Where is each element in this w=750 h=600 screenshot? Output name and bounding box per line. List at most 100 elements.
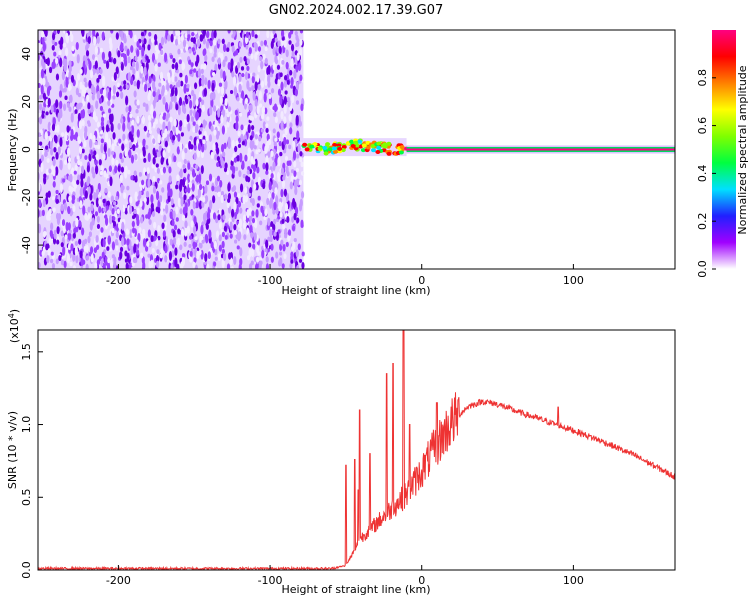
noise-mark <box>112 132 116 140</box>
noise-mark <box>249 198 254 203</box>
noise-mark <box>74 131 79 140</box>
noise-mark <box>178 171 182 176</box>
noise-mark <box>160 157 164 165</box>
noise-mark <box>67 83 72 92</box>
noise-mark <box>295 64 299 73</box>
noise-mark <box>255 256 260 263</box>
noise-mark <box>102 263 106 269</box>
noise-mark <box>136 99 140 106</box>
noise-mark <box>42 42 46 52</box>
noise-mark <box>235 115 239 123</box>
noise-mark <box>279 211 283 218</box>
transition-mark <box>332 149 338 154</box>
noise-mark <box>152 110 157 119</box>
noise-mark <box>146 241 150 247</box>
noise-mark <box>300 103 304 112</box>
noise-mark <box>289 181 293 190</box>
noise-mark <box>99 47 104 53</box>
noise-mark <box>195 99 199 107</box>
noise-mark <box>134 55 138 62</box>
noise-mark <box>253 183 257 191</box>
noise-mark <box>142 228 146 236</box>
noise-mark <box>189 257 193 263</box>
noise-mark <box>299 198 303 208</box>
noise-mark <box>117 50 121 58</box>
noise-mark <box>164 52 168 63</box>
noise-mark <box>194 236 198 241</box>
noise-mark <box>280 167 285 175</box>
noise-mark <box>126 48 130 57</box>
noise-mark <box>158 145 162 152</box>
noise-mark <box>280 30 285 38</box>
noise-mark <box>296 130 300 141</box>
noise-mark <box>217 57 221 65</box>
noise-mark <box>285 241 289 248</box>
colorbar-ticks: 0.0 0.2 0.4 0.6 0.8 <box>696 69 716 278</box>
noise-mark <box>217 51 222 60</box>
noise-mark <box>279 151 283 157</box>
noise-mark <box>223 43 227 53</box>
noise-mark <box>143 38 147 45</box>
noise-mark <box>181 253 186 258</box>
noise-mark <box>129 228 133 239</box>
noise-mark <box>39 141 43 146</box>
noise-mark <box>246 208 250 219</box>
noise-mark <box>92 110 96 121</box>
noise-mark <box>202 30 206 37</box>
noise-mark <box>257 176 261 187</box>
noise-mark <box>256 30 260 36</box>
noise-mark <box>119 152 123 160</box>
noise-mark <box>104 187 108 194</box>
transition-mark <box>376 141 382 146</box>
noise-mark <box>189 250 193 257</box>
noise-mark <box>251 210 255 217</box>
noise-mark <box>96 35 100 44</box>
noise-mark <box>42 231 46 238</box>
noise-mark <box>244 154 248 162</box>
noise-mark <box>297 143 301 153</box>
noise-mark <box>177 35 181 45</box>
noise-mark <box>107 257 111 264</box>
noise-mark <box>270 243 274 251</box>
noise-mark <box>283 116 287 124</box>
noise-mark <box>65 47 69 57</box>
noise-mark <box>107 148 111 157</box>
noise-mark <box>38 112 42 118</box>
noise-mark <box>177 237 181 248</box>
noise-mark <box>224 234 228 240</box>
noise-mark <box>299 157 303 163</box>
noise-mark <box>140 216 144 224</box>
noise-mark <box>204 77 208 86</box>
y-tick-label: 1.5 <box>20 343 33 361</box>
noise-mark <box>224 55 228 62</box>
noise-mark <box>50 233 54 240</box>
noise-mark <box>124 138 128 145</box>
x-tick-label: -200 <box>106 574 131 587</box>
noise-mark <box>77 159 81 166</box>
noise-mark <box>203 120 208 126</box>
noise-mark <box>145 55 149 61</box>
noise-mark <box>263 92 267 103</box>
noise-mark <box>251 30 255 38</box>
noise-mark <box>117 165 121 172</box>
noise-mark <box>233 86 238 97</box>
noise-mark <box>104 256 108 266</box>
noise-mark <box>191 47 195 52</box>
noise-mark <box>260 113 265 120</box>
noise-mark <box>217 85 221 94</box>
noise-mark <box>169 54 174 60</box>
noise-mark <box>85 255 90 261</box>
noise-mark <box>174 38 179 46</box>
noise-mark <box>131 61 136 68</box>
noise-mark <box>63 159 68 165</box>
noise-mark <box>115 66 119 75</box>
noise-mark <box>147 82 151 89</box>
noise-mark <box>207 79 211 90</box>
noise-mark <box>247 166 251 171</box>
noise-mark <box>283 80 288 88</box>
noise-mark <box>125 95 129 106</box>
noise-mark <box>220 143 225 153</box>
noise-mark <box>131 119 135 126</box>
noise-mark <box>213 261 217 267</box>
noise-mark <box>179 120 183 127</box>
